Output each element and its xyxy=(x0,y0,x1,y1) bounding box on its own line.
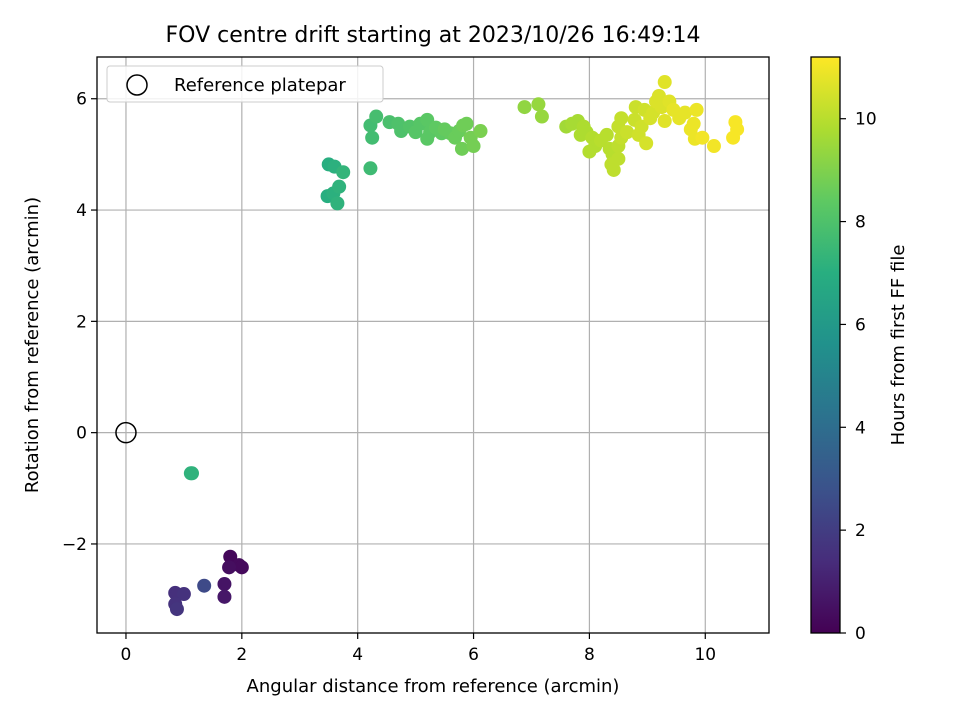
colorbar-tick-label: 10 xyxy=(855,110,877,130)
plot-area xyxy=(97,57,769,633)
data-point xyxy=(639,136,654,151)
data-point xyxy=(686,116,701,131)
data-point xyxy=(657,75,672,90)
x-tick-label: 0 xyxy=(121,645,132,665)
data-point xyxy=(651,88,666,103)
chart-title: FOV centre drift starting at 2023/10/26 … xyxy=(166,23,701,48)
colorbar-label: Hours from first FF file xyxy=(888,245,909,446)
legend-label-reference: Reference platepar xyxy=(174,75,346,96)
reference-marker xyxy=(115,421,137,444)
data-point xyxy=(365,130,380,145)
data-point xyxy=(223,549,238,564)
x-tick-label: 10 xyxy=(694,645,716,665)
y-tick-label: 6 xyxy=(76,90,87,110)
data-point xyxy=(185,466,200,481)
colorbar-gradient xyxy=(810,56,841,634)
colorbar-tick-label: 2 xyxy=(855,521,866,541)
data-point xyxy=(695,130,710,145)
legend: Reference platepar xyxy=(106,65,384,103)
y-tick-label: 0 xyxy=(76,424,87,444)
colorbar-tick-label: 6 xyxy=(855,315,866,335)
data-point xyxy=(678,105,692,120)
data-point xyxy=(336,165,351,180)
data-point xyxy=(634,119,649,134)
y-tick-label: 4 xyxy=(76,201,87,221)
scatter-points xyxy=(168,75,745,617)
data-point xyxy=(531,97,546,112)
data-point xyxy=(169,602,184,617)
data-point xyxy=(222,560,237,575)
x-axis-label: Angular distance from reference (arcmin) xyxy=(247,676,620,697)
data-point xyxy=(473,124,488,139)
x-tick-label: 6 xyxy=(468,645,479,665)
legend-marker-reference xyxy=(126,74,148,96)
data-point xyxy=(582,144,597,159)
colorbar: 0 2 4 6 8 10 Hours from first FF file xyxy=(810,56,909,644)
data-point xyxy=(599,127,614,142)
data-point xyxy=(454,141,469,156)
data-point xyxy=(466,139,481,154)
data-point xyxy=(611,151,626,166)
colorbar-tick-label: 4 xyxy=(855,418,866,438)
x-tick-label: 8 xyxy=(584,645,595,665)
x-tick-label: 4 xyxy=(352,645,363,665)
y-axis-label: Rotation from reference (arcmin) xyxy=(22,197,43,493)
data-point xyxy=(606,162,621,177)
x-tick-label: 2 xyxy=(236,645,247,665)
data-point xyxy=(730,122,745,137)
colorbar-ticks: 0 2 4 6 8 10 xyxy=(840,110,877,644)
data-point xyxy=(614,111,629,126)
data-point xyxy=(459,116,474,131)
data-point xyxy=(176,587,191,602)
data-point xyxy=(689,102,704,117)
data-point xyxy=(706,139,721,154)
plot-frame xyxy=(96,56,770,634)
data-point xyxy=(363,161,378,176)
data-point xyxy=(420,131,435,146)
y-tick-label: 2 xyxy=(76,312,87,332)
data-point xyxy=(534,109,549,124)
data-point xyxy=(657,114,672,128)
colorbar-tick-label: 8 xyxy=(855,213,866,233)
x-axis-ticks: 0 2 4 6 8 10 xyxy=(121,633,716,665)
data-point xyxy=(234,560,249,575)
data-point xyxy=(217,589,232,604)
legend-box xyxy=(106,65,384,103)
data-point xyxy=(332,179,347,194)
data-point xyxy=(369,109,384,124)
data-point xyxy=(197,578,212,593)
data-point xyxy=(217,577,232,592)
y-axis-ticks: −2 0 2 4 6 xyxy=(62,90,97,555)
colorbar-tick-label: 0 xyxy=(855,624,866,644)
data-point xyxy=(517,100,532,115)
data-point xyxy=(330,196,345,211)
data-point xyxy=(620,125,635,140)
y-tick-label: −2 xyxy=(62,535,87,555)
